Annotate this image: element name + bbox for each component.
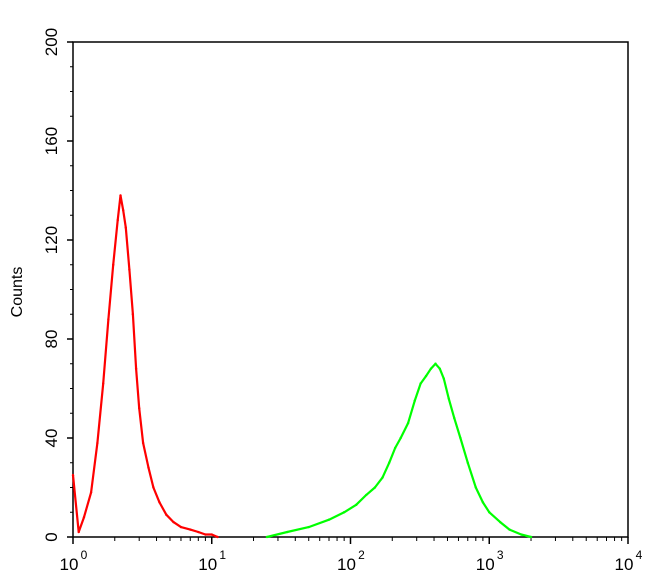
x-tick-exponent: 3 xyxy=(497,548,504,562)
data-point xyxy=(96,441,99,445)
y-tick-label: 40 xyxy=(42,429,61,448)
data-point xyxy=(499,520,502,524)
data-point xyxy=(265,535,269,539)
data-point xyxy=(204,533,207,536)
data-point xyxy=(474,486,478,489)
data-point xyxy=(216,535,219,539)
data-point xyxy=(89,491,93,494)
data-point xyxy=(419,382,422,385)
data-point xyxy=(101,382,105,385)
data-point xyxy=(342,511,346,514)
data-point xyxy=(134,367,138,370)
x-tick-exponent: 0 xyxy=(81,548,88,562)
data-point xyxy=(112,263,115,266)
data-point xyxy=(116,219,119,222)
data-point xyxy=(121,209,125,212)
data-point xyxy=(71,473,75,477)
data-point xyxy=(286,530,289,534)
data-point xyxy=(529,535,533,539)
data-point xyxy=(210,533,213,536)
series-line-0 xyxy=(71,194,218,539)
x-tick-label: 10 xyxy=(476,555,495,574)
plot-frame xyxy=(72,41,629,538)
data-point xyxy=(387,461,391,464)
x-tick-label: 10 xyxy=(60,555,79,574)
data-point xyxy=(327,518,331,521)
data-point xyxy=(307,525,310,529)
data-point xyxy=(179,525,183,529)
data-point xyxy=(128,268,131,271)
data-point xyxy=(481,501,485,504)
data-point xyxy=(520,533,523,536)
data-point xyxy=(434,362,437,365)
y-tick-label: 120 xyxy=(42,226,61,254)
data-point xyxy=(119,194,122,197)
series-line-1 xyxy=(266,362,532,539)
data-point xyxy=(152,486,155,489)
data-point xyxy=(424,374,428,378)
data-point xyxy=(165,513,168,516)
data-point xyxy=(147,466,150,469)
y-tick-label: 200 xyxy=(42,28,61,56)
data-point xyxy=(172,520,175,524)
data-point xyxy=(355,503,358,507)
data-point xyxy=(447,397,450,400)
data-point xyxy=(82,516,86,519)
data-point xyxy=(508,528,511,531)
x-tick-exponent: 2 xyxy=(358,548,365,562)
data-point xyxy=(453,417,456,420)
data-point xyxy=(459,436,462,440)
data-point xyxy=(488,511,491,514)
x-tick-exponent: 4 xyxy=(636,548,643,562)
data-point xyxy=(413,399,416,403)
y-tick-label: 80 xyxy=(42,330,61,349)
x-tick-exponent: 1 xyxy=(219,548,226,562)
data-point xyxy=(429,367,433,370)
data-point xyxy=(77,530,80,534)
x-tick-label: 10 xyxy=(337,555,356,574)
y-tick-label: 160 xyxy=(42,127,61,155)
data-point xyxy=(399,436,402,440)
data-point xyxy=(365,493,368,497)
data-point xyxy=(158,501,161,504)
data-point xyxy=(373,486,377,489)
x-tick-label: 10 xyxy=(615,555,634,574)
data-point xyxy=(466,461,469,464)
data-point xyxy=(124,226,127,229)
data-point xyxy=(442,377,445,380)
data-point xyxy=(197,530,200,534)
data-point xyxy=(131,313,135,316)
data-point xyxy=(107,318,110,321)
y-axis-title: Counts xyxy=(9,267,26,318)
data-point xyxy=(141,441,145,445)
y-tick-label: 0 xyxy=(42,532,61,541)
data-point xyxy=(138,407,141,410)
data-point xyxy=(189,528,192,531)
x-tick-label: 10 xyxy=(198,555,217,574)
data-point xyxy=(381,476,384,479)
data-point xyxy=(406,421,410,425)
data-point xyxy=(438,367,441,370)
data-point xyxy=(394,446,397,450)
